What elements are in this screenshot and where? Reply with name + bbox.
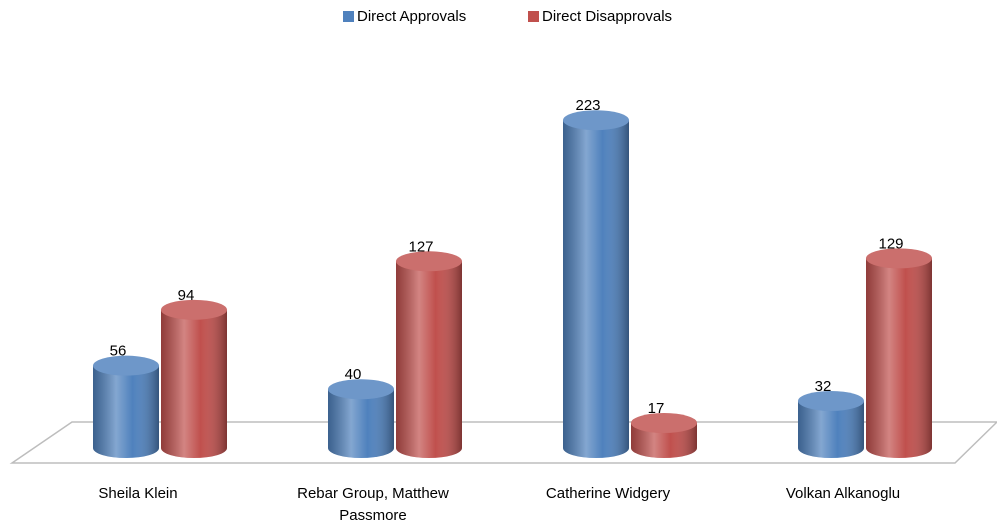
- x-tick-label: Sheila Klein: [98, 485, 178, 502]
- bar-shade: [396, 261, 462, 458]
- bar: [798, 390, 864, 458]
- bar-top: [328, 379, 394, 400]
- bar-shade: [866, 258, 932, 458]
- x-tick-label: Catherine Widgery: [545, 485, 671, 502]
- data-label: 40: [345, 366, 362, 383]
- bar-top: [161, 299, 227, 320]
- data-label: 32: [815, 378, 832, 395]
- legend-swatch: [528, 11, 539, 22]
- bar-shade: [798, 400, 864, 458]
- legend-label: Direct Disapprovals: [542, 8, 672, 25]
- bar-top-light: [631, 413, 697, 434]
- x-tick-label: Rebar Group, Matthew Passmore: [297, 485, 449, 524]
- bar-shade: [563, 120, 629, 458]
- bar: [866, 248, 932, 458]
- bar: [93, 355, 159, 458]
- data-label: 129: [878, 235, 903, 252]
- data-label: 223: [575, 97, 600, 114]
- bar-top: [563, 110, 629, 131]
- bar-shade: [93, 365, 159, 458]
- bar-top: [798, 390, 864, 411]
- bar-top: [866, 248, 932, 269]
- data-label: 94: [178, 287, 195, 304]
- bar-top: [93, 355, 159, 376]
- bar: [328, 379, 394, 458]
- x-tick-label: Volkan Alkanoglu: [785, 485, 901, 502]
- legend-label: Direct Approvals: [357, 8, 466, 25]
- data-label: 56: [110, 343, 127, 360]
- bar: [396, 251, 462, 458]
- bar-shade: [328, 389, 394, 458]
- bar-top-light: [93, 355, 159, 376]
- bar: [563, 110, 629, 458]
- bar-shade: [631, 423, 697, 458]
- bar-top-light: [161, 299, 227, 320]
- bar-top: [631, 413, 697, 434]
- bar-top: [396, 251, 462, 272]
- bar-shade: [161, 309, 227, 458]
- bar-top-light: [866, 248, 932, 269]
- bar-top-light: [563, 110, 629, 131]
- bar: [161, 299, 227, 458]
- bar-top-light: [798, 390, 864, 411]
- bar-top-light: [328, 379, 394, 400]
- bar: [631, 413, 697, 458]
- legend-swatch: [343, 11, 354, 22]
- bar-top-light: [396, 251, 462, 272]
- data-label: 17: [648, 400, 665, 417]
- data-label: 127: [408, 238, 433, 255]
